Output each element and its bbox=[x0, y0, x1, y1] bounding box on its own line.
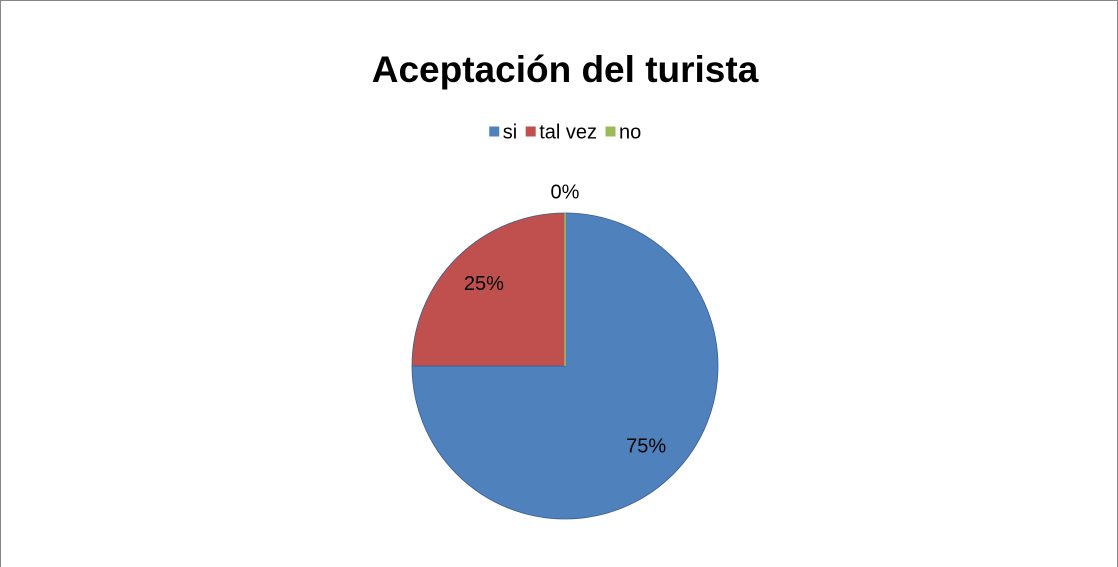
data-label: 75% bbox=[626, 435, 666, 457]
chart-title: Aceptación del turista bbox=[372, 49, 759, 90]
legend-swatch bbox=[488, 125, 501, 138]
data-label: 25% bbox=[464, 273, 504, 295]
pie-slice bbox=[411, 212, 719, 520]
legend-label: tal vez bbox=[539, 121, 597, 143]
pie-slice bbox=[411, 212, 566, 367]
legend-swatch bbox=[604, 125, 617, 138]
legend-label: si bbox=[503, 121, 517, 143]
data-label: 0% bbox=[551, 181, 580, 203]
legend-label: no bbox=[619, 121, 641, 143]
legend-swatch bbox=[524, 125, 537, 138]
